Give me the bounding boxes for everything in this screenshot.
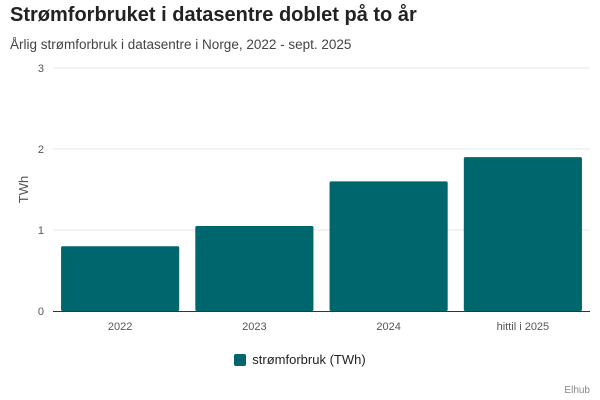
y-tick-label: 3 xyxy=(38,63,44,75)
y-tick-label: 1 xyxy=(38,225,44,237)
bar xyxy=(195,225,314,311)
chart-subtitle: Årlig strømforbruk i datasentre i Norge,… xyxy=(10,37,352,52)
credit: Elhub xyxy=(564,385,590,396)
bar xyxy=(329,181,448,311)
x-tick-label: hittil i 2025 xyxy=(497,321,550,333)
y-tick-label: 2 xyxy=(38,144,44,156)
legend: strømforbruk (TWh) xyxy=(0,352,600,369)
x-tick-label: 2022 xyxy=(108,321,132,333)
legend-label: strømforbruk (TWh) xyxy=(252,352,366,367)
x-tick-label: 2024 xyxy=(376,321,400,333)
chart-title: Strømforbruket i datasentre doblet på to… xyxy=(10,4,417,26)
y-axis-label: TWh xyxy=(16,176,31,203)
bar xyxy=(463,157,582,311)
legend-item[interactable]: strømforbruk (TWh) xyxy=(234,352,366,367)
y-tick-label: 0 xyxy=(38,306,44,318)
x-tick-label: 2023 xyxy=(242,321,266,333)
legend-swatch xyxy=(234,353,247,366)
bar xyxy=(61,246,180,311)
